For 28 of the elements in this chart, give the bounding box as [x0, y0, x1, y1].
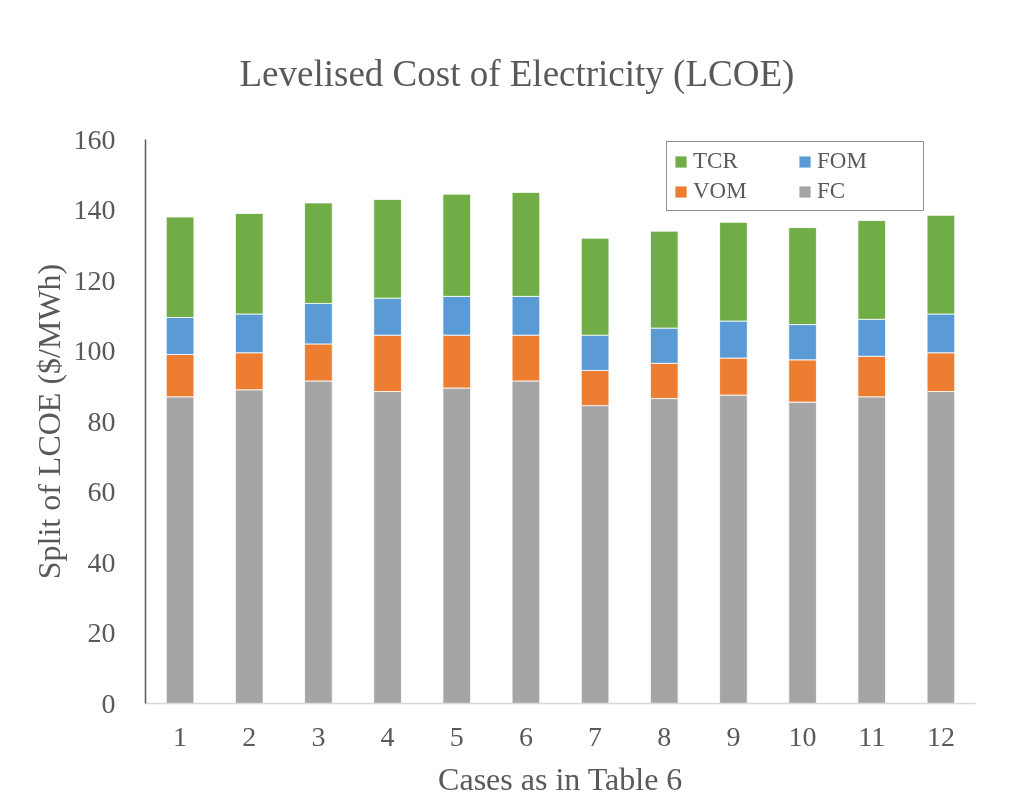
x-tick-label: 6: [518, 720, 533, 752]
y-axis-title: Split of LCOE ($/MWh): [30, 263, 67, 580]
y-tick-label: 0: [101, 687, 116, 719]
x-tick-label: 1: [173, 720, 188, 752]
legend-label: FOM: [817, 148, 868, 174]
y-tick-label: 60: [87, 476, 116, 507]
x-tick-label: 11: [858, 720, 886, 752]
x-tick-label: 4: [380, 720, 395, 752]
x-tick-label: 5: [449, 720, 464, 752]
y-tick-label: 120: [73, 264, 116, 296]
chart-title: Levelised Cost of Electricity (LCOE): [239, 52, 795, 95]
x-axis-title: Cases as in Table 6: [438, 760, 683, 797]
x-tick-label: 7: [588, 720, 603, 752]
y-tick-label: 80: [87, 405, 116, 437]
y-tick-label: 20: [87, 617, 116, 648]
x-tick-label: 9: [726, 720, 741, 752]
x-tick-label: 3: [311, 720, 326, 752]
legend-label: TCR: [693, 148, 739, 174]
y-tick-label: 160: [73, 123, 116, 155]
x-tick-label: 12: [926, 720, 955, 752]
x-tick-label: 10: [788, 720, 817, 752]
legend-label: FC: [817, 178, 847, 204]
x-tick-label: 8: [657, 720, 672, 752]
y-tick-label: 140: [73, 194, 116, 225]
x-tick-label: 2: [242, 720, 257, 752]
y-tick-label: 100: [73, 335, 116, 366]
legend-label: VOM: [693, 178, 748, 204]
y-tick-label: 40: [87, 546, 116, 578]
